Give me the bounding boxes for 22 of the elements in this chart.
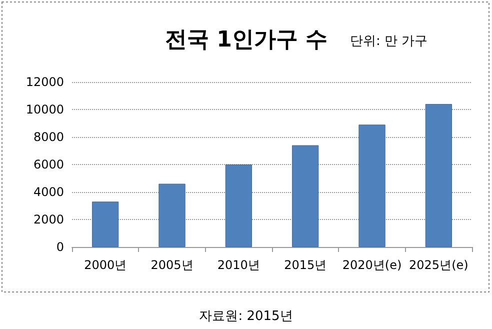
x-tick-label: 2005년	[150, 258, 194, 272]
text: 자료원: 2015년	[199, 309, 293, 324]
bar	[425, 104, 452, 247]
y-tick-label: 8000	[33, 130, 64, 144]
chart-title: 전국 1인가구 수	[165, 28, 328, 52]
bar	[92, 202, 119, 247]
x-tick-label: 2020년(e)	[342, 258, 402, 272]
y-tick-label: 6000	[33, 158, 64, 172]
bar	[358, 124, 386, 247]
y-tick-label: 10000	[26, 102, 64, 116]
y-tick-label: 2000	[33, 212, 64, 226]
y-tick-label: 0	[56, 240, 64, 254]
x-tick-label: 2025년(e)	[409, 258, 468, 272]
x-tick-label: 2010년	[217, 258, 260, 272]
x-tick-label: 2000년	[84, 258, 127, 272]
bar	[225, 164, 252, 247]
x-tick-label: 2015년	[284, 258, 327, 272]
bar	[292, 145, 319, 247]
y-tick-label: 12000	[26, 75, 64, 89]
bar	[158, 184, 186, 247]
chart-subtitle: 단위: 만 가구	[350, 34, 428, 49]
y-tick-label: 4000	[33, 185, 64, 199]
